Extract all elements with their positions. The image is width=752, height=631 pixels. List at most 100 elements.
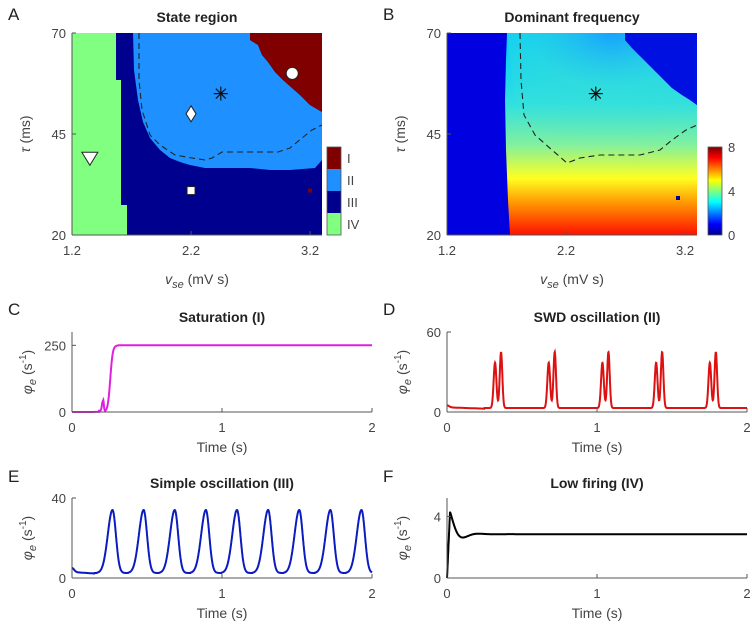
asterisk-stroke	[215, 88, 227, 99]
timeseries-panel: E Simple oscillation (III) 0 1 2 0 40 Time (s) φ…	[8, 467, 376, 621]
ylabel-close: )	[394, 350, 410, 355]
x-tick-label: 0	[443, 586, 450, 601]
state-heatmap	[72, 33, 322, 235]
marker-asterisk	[213, 86, 228, 101]
x-tick-label: 1	[593, 420, 600, 435]
marker-diamond	[185, 104, 197, 123]
colorbar-label: III	[347, 195, 358, 210]
timeseries-panel: C Saturation (I) 0 1 2 0 250 Time (s) φe (s-1)	[8, 300, 376, 455]
x-tick-label: 2.2	[557, 243, 575, 258]
colorbar-swatch	[327, 147, 341, 169]
panel-title: Dominant frequency	[504, 9, 640, 25]
timeseries-panel: D SWD oscillation (II) 0 1 2 0 60 Time (s) φe (s…	[383, 300, 751, 455]
ylabel-unit: (s	[19, 363, 35, 379]
series-line	[72, 344, 372, 413]
panel-letter: F	[383, 467, 393, 486]
colorbar-tick-label: 4	[728, 184, 735, 199]
y-tick-label: 250	[44, 338, 66, 353]
colorbar-tick-label: 0	[728, 228, 735, 243]
y-tick-label: 40	[52, 491, 66, 506]
x-tick-label: 1.2	[438, 243, 456, 258]
y-tick-label: 70	[427, 26, 441, 41]
ylabel-symbol: φ	[19, 385, 35, 394]
ylabel-symbol: φ	[19, 551, 35, 560]
markers	[80, 66, 313, 196]
x-tick-label: 1	[593, 586, 600, 601]
colorbar-tick-label: 8	[728, 140, 735, 155]
x-tick-label: 2	[743, 420, 750, 435]
y-axis-label: φe (s-1)	[393, 516, 414, 560]
ylabel-symbol: φ	[394, 385, 410, 394]
region-ii	[133, 33, 322, 170]
y-tick-label: 45	[427, 127, 441, 142]
colorbar-swatch	[327, 213, 341, 235]
panel-letter: D	[383, 300, 395, 319]
x-tick-label: 1	[218, 586, 225, 601]
region-iv	[72, 33, 127, 235]
freq-colorbar	[707, 146, 723, 236]
x-tick-label: 3.2	[676, 243, 694, 258]
x-tick-label: 3.2	[301, 243, 319, 258]
colorbar-label: IV	[347, 217, 360, 232]
ylabel-sup: -1	[393, 520, 404, 529]
colorbar-label: II	[347, 173, 354, 188]
ylabel-sup: -1	[18, 520, 29, 529]
panel-a: A State region 1.2 2.2 3.2 20 45 70 τ (ms) vs…	[8, 5, 360, 291]
colorbar-label: I	[347, 151, 351, 166]
panel-title: Saturation (I)	[179, 309, 265, 325]
x-tick-label: 1	[218, 420, 225, 435]
x-axis-label: vse (mV s)	[540, 271, 604, 291]
panel-letter: E	[8, 467, 19, 486]
colorbar-frame	[326, 146, 342, 236]
y-tick-label: 0	[434, 571, 441, 586]
ylabel-close: )	[19, 516, 35, 521]
ylabel-unit: (s	[19, 529, 35, 545]
colorbar-swatch	[327, 169, 341, 191]
ylabel-symbol: φ	[394, 551, 410, 560]
y-tick-label: 20	[52, 228, 66, 243]
series-line	[446, 511, 747, 579]
ticks: 1.2 2.2 3.2 20 45 70	[427, 26, 695, 258]
ylabel-close: )	[394, 516, 410, 521]
panel-title: State region	[157, 9, 238, 25]
x-tick-label: 0	[68, 420, 75, 435]
state-dot	[308, 188, 313, 193]
x-tick-label: 0	[443, 420, 450, 435]
panel-letter: C	[8, 300, 20, 319]
y-axis-label: τ (ms)	[392, 115, 408, 152]
y-axis-label: τ (ms)	[17, 115, 33, 152]
frequency-heatmap	[447, 33, 697, 235]
x-tick-label: 1.2	[63, 243, 81, 258]
x-tick-label: 2.2	[182, 243, 200, 258]
y-axis-label: φe (s-1)	[18, 350, 39, 394]
ylabel-sup: -1	[18, 354, 29, 363]
ylabel-sub: e	[402, 379, 414, 385]
panel-letter: A	[8, 5, 20, 24]
x-axis-label: vse (mV s)	[165, 271, 229, 291]
x-tick-label: 2	[368, 420, 375, 435]
x-axis-label: Time (s)	[572, 439, 623, 455]
y-tick-label: 0	[434, 405, 441, 420]
y-tick-label: 20	[427, 228, 441, 243]
x-tick-label: 2	[743, 586, 750, 601]
freq-saturation-region	[625, 33, 697, 105]
y-tick-label: 0	[59, 405, 66, 420]
ylabel-unit: (s	[394, 529, 410, 545]
boundary-dashed	[138, 33, 322, 161]
panel-b: B Dominant frequency	[383, 5, 735, 291]
y-axis-label: φe (s-1)	[18, 516, 39, 560]
asterisk-stroke	[590, 88, 602, 99]
x-axis-label: Time (s)	[197, 605, 248, 621]
timeseries-panel: F Low firing (IV) 0 1 2 0 4 Time (s) φe (s-1)	[383, 467, 751, 621]
y-tick-label: 45	[52, 127, 66, 142]
ylabel-unit: (s	[394, 363, 410, 379]
x-axis-label: Time (s)	[572, 605, 623, 621]
series-line	[71, 508, 373, 575]
panel-title: Simple oscillation (III)	[150, 475, 294, 491]
ylabel-sub: e	[27, 545, 39, 551]
panel-title: Low firing (IV)	[550, 475, 643, 491]
ylabel-sub: e	[27, 379, 39, 385]
ylabel-sub: e	[402, 545, 414, 551]
